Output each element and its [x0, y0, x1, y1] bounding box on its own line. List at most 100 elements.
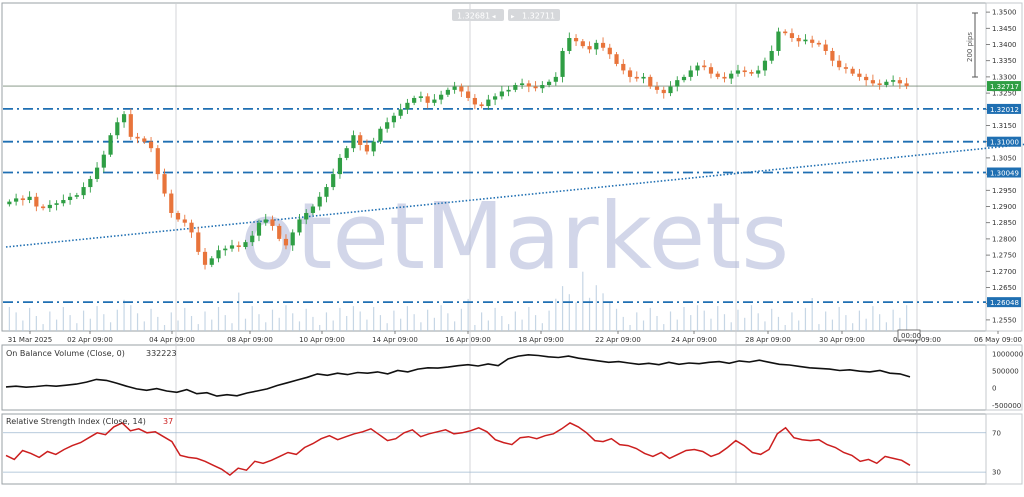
candle-bull [121, 114, 127, 123]
candle-bear [236, 245, 241, 247]
volume-bar [507, 324, 510, 331]
quote-bar[interactable]: 1.32681 ◂ ▸ 1.32711 [452, 9, 560, 21]
volume-bar [798, 320, 800, 331]
bid-box[interactable] [452, 9, 504, 21]
volume-bar [906, 305, 908, 331]
candle-bear [169, 193, 174, 213]
volume-bar [804, 307, 807, 331]
ask-box[interactable] [508, 9, 560, 21]
candle-bull [256, 222, 262, 236]
candle-bull [14, 198, 19, 202]
volume-bar [892, 309, 894, 331]
volume-bar [278, 317, 280, 331]
volume-bar [433, 317, 435, 331]
volume-bar [730, 322, 732, 331]
volume-bar [116, 309, 118, 331]
price-panel [1, 2, 987, 332]
candle-bull [391, 115, 397, 123]
candle-bear [283, 238, 289, 246]
candle-bear [904, 83, 909, 86]
volume-bar [676, 319, 678, 331]
volume-bar [62, 307, 64, 331]
candle-bear [196, 232, 201, 252]
candlesticks [7, 27, 909, 270]
candle-bear [580, 41, 585, 47]
time-tick-label: 24 Apr 09:00 [671, 336, 717, 344]
watermark-text: otetMarkets [240, 183, 789, 290]
candle-bull [263, 219, 268, 223]
candle-bull [371, 141, 376, 152]
candle-bull [27, 196, 32, 201]
volume-bar [427, 309, 429, 331]
candle-bull [412, 97, 417, 103]
volume-bar [440, 305, 442, 331]
candle-bull [331, 174, 336, 188]
volume-bar [663, 324, 665, 331]
volume-bar [82, 310, 85, 331]
volume-bar [42, 324, 44, 331]
volume-bar [305, 308, 307, 331]
level-label: 1.26048 [990, 299, 1019, 307]
candle-bear [459, 86, 464, 92]
volume-bar [737, 309, 739, 331]
time-tick-label: 31 Mar 2025 [8, 336, 52, 344]
rsi-title: Relative Strength Index (Close, 14) [6, 417, 146, 426]
volume-bar [548, 310, 550, 331]
volume-bar [190, 316, 193, 331]
volume-bar [825, 311, 827, 331]
level-label-bg [987, 103, 1021, 114]
volume-bar [386, 323, 388, 331]
time-tick-label: 02 Apr 09:00 [67, 336, 113, 344]
candle-bull [493, 96, 498, 100]
price-tick-label: 1.2900 [992, 203, 1017, 211]
volume-bar [352, 306, 355, 331]
volume-bar [750, 305, 753, 331]
volume-bar [244, 318, 247, 331]
volume-bar [818, 324, 820, 331]
time-tick-label: 16 Apr 09:00 [445, 336, 491, 344]
volume-bar [636, 312, 638, 331]
time-tick-label: 14 Apr 09:00 [372, 336, 418, 344]
time-tick-label: 10 Apr 09:00 [299, 336, 345, 344]
candle-bear [648, 76, 653, 87]
candle-bear [810, 39, 815, 43]
candle-bear [742, 70, 747, 73]
volume-bar [217, 307, 220, 331]
candle-bear [627, 70, 633, 77]
volume-bar [885, 322, 887, 331]
volume-bar [669, 311, 672, 331]
candle-bear [479, 104, 484, 107]
volume-bar [521, 319, 523, 331]
trendline[interactable] [5, 142, 1024, 248]
vertical-grid [175, 4, 918, 484]
volume-bar [136, 313, 139, 331]
horizontal-levels[interactable] [3, 85, 986, 304]
volume-bar [346, 316, 348, 331]
candle-bear [614, 54, 619, 64]
candle-bull [88, 178, 93, 188]
volume-bar [204, 311, 206, 331]
volume-bar [157, 316, 159, 331]
pip-range-marker: 200 pips [966, 12, 978, 78]
candle-bull [74, 195, 79, 197]
candle-bull [317, 196, 322, 207]
candle-bear [702, 65, 707, 68]
volume-bar [649, 307, 651, 331]
candle-bear [722, 76, 727, 79]
volume-bar [184, 307, 186, 331]
volume-bar [703, 310, 705, 331]
candle-bull [884, 81, 889, 85]
volume-bar [89, 318, 91, 331]
candle-bull [439, 94, 444, 100]
volume-bar [609, 301, 611, 331]
time-tick-label: 22 Apr 09:00 [595, 336, 641, 344]
volume-bar [494, 307, 496, 331]
candle-bull [452, 86, 457, 90]
volume-bar [420, 322, 422, 331]
volume-bar [467, 298, 469, 331]
level-label: 1.32012 [990, 106, 1019, 114]
candle-bull [418, 96, 423, 98]
candle-bear [634, 76, 639, 79]
candle-bear [202, 251, 208, 265]
